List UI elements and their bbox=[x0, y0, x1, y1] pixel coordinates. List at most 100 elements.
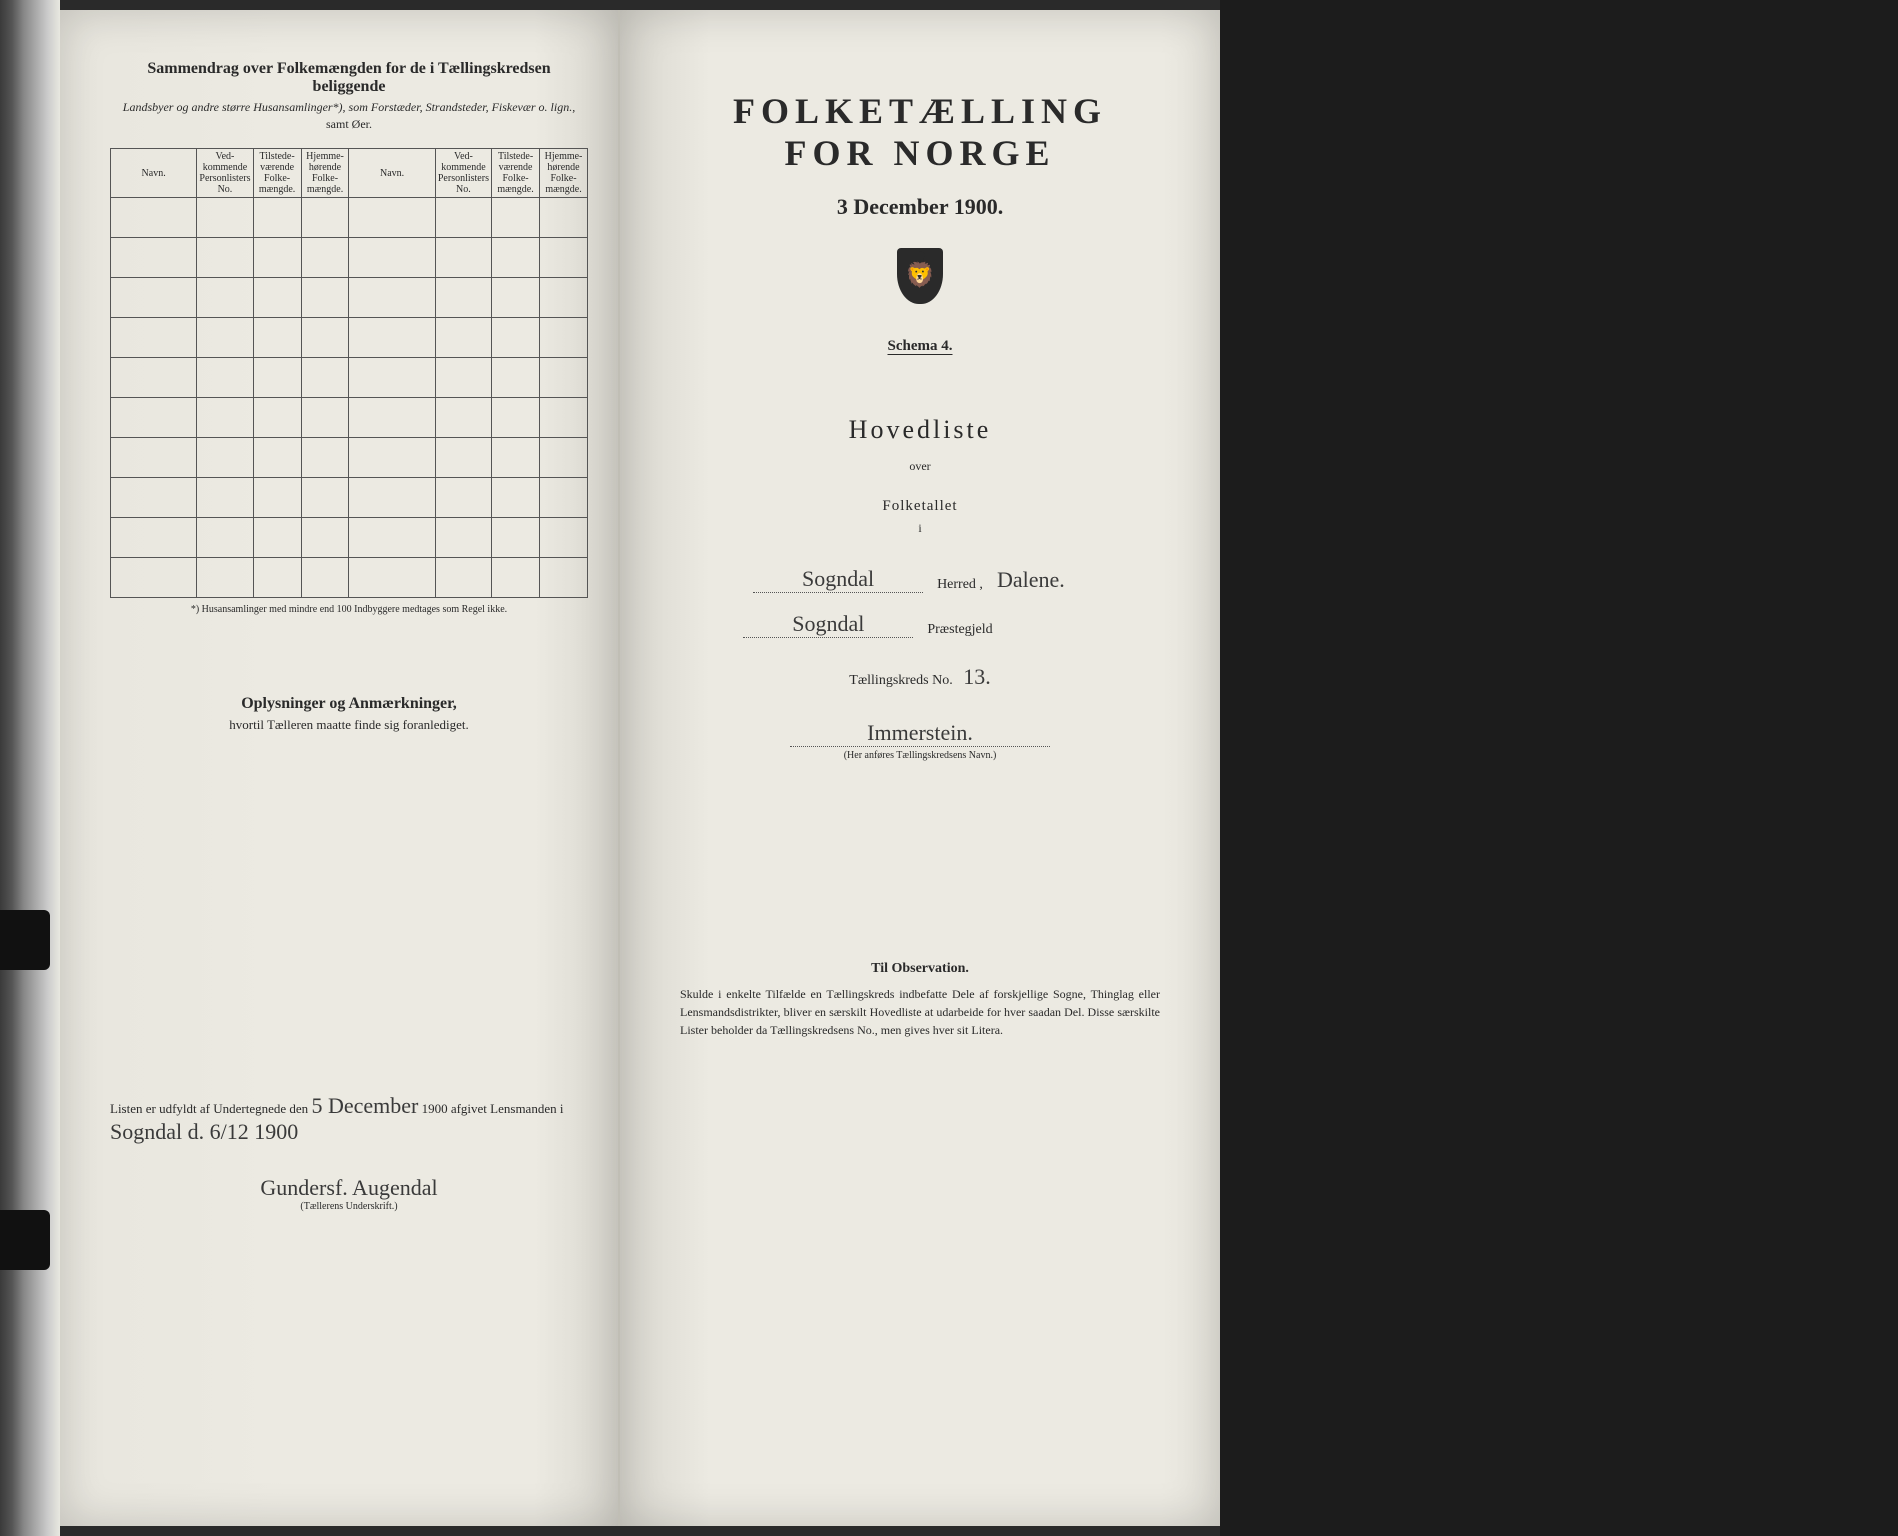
census-title: FOLKETÆLLING FOR NORGE bbox=[680, 90, 1160, 174]
table-cell bbox=[253, 478, 301, 518]
table-cell bbox=[540, 358, 588, 398]
table-cell bbox=[253, 238, 301, 278]
table-cell bbox=[349, 398, 435, 438]
table-cell bbox=[111, 358, 197, 398]
table-cell bbox=[349, 198, 435, 238]
table-cell bbox=[301, 558, 349, 598]
table-cell bbox=[540, 398, 588, 438]
schema-label: Schema 4. bbox=[680, 338, 1160, 355]
hovedliste-heading: Hovedliste bbox=[680, 415, 1160, 445]
table-cell bbox=[349, 318, 435, 358]
table-cell bbox=[253, 318, 301, 358]
table-cell bbox=[253, 358, 301, 398]
observation-body: Skulde i enkelte Tilfælde en Tællingskre… bbox=[680, 985, 1160, 1039]
left-subtitle-2: samt Øer. bbox=[110, 117, 588, 132]
th-persno-2: Ved-kommende Personlisters No. bbox=[435, 149, 491, 198]
table-row bbox=[111, 238, 588, 278]
table-cell bbox=[197, 558, 253, 598]
table-cell bbox=[492, 238, 540, 278]
table-cell bbox=[435, 518, 491, 558]
table-cell bbox=[253, 518, 301, 558]
table-cell bbox=[435, 398, 491, 438]
table-row bbox=[111, 278, 588, 318]
signature-handwritten: Gundersf. Augendal bbox=[260, 1175, 437, 1200]
table-cell bbox=[349, 438, 435, 478]
table-cell bbox=[492, 438, 540, 478]
table-row bbox=[111, 558, 588, 598]
th-hjem-2: Hjemme-hørende Folke-mængde. bbox=[540, 149, 588, 198]
binder-clip bbox=[0, 1210, 50, 1270]
table-cell bbox=[301, 238, 349, 278]
table-cell bbox=[253, 558, 301, 598]
th-persno-1: Ved-kommende Personlisters No. bbox=[197, 149, 253, 198]
table-cell bbox=[435, 438, 491, 478]
table-cell bbox=[111, 518, 197, 558]
table-cell bbox=[435, 358, 491, 398]
left-title-bold: Sammendrag over Folkemængden for de i Tæ… bbox=[147, 60, 550, 95]
table-cell bbox=[301, 398, 349, 438]
herred-label: Herred , bbox=[937, 577, 983, 593]
table-cell bbox=[111, 318, 197, 358]
herred-value: Sogndal bbox=[753, 566, 923, 593]
table-cell bbox=[540, 478, 588, 518]
coat-of-arms-icon: ♔ 🦁 bbox=[892, 248, 948, 316]
table-cell bbox=[492, 558, 540, 598]
oplysninger-header: Oplysninger og Anmærkninger, bbox=[110, 695, 588, 713]
table-cell bbox=[197, 278, 253, 318]
table-cell bbox=[111, 398, 197, 438]
i-label: i bbox=[680, 521, 1160, 536]
table-cell bbox=[111, 478, 197, 518]
table-cell bbox=[540, 278, 588, 318]
taellingskreds-name-block: Immerstein. (Her anføres Tællingskredsen… bbox=[680, 720, 1160, 761]
table-cell bbox=[111, 198, 197, 238]
taellingskreds-name-value: Immerstein. bbox=[790, 720, 1050, 747]
table-row bbox=[111, 198, 588, 238]
book-spread: Sammendrag over Folkemængden for de i Tæ… bbox=[0, 0, 1898, 1536]
table-cell bbox=[492, 478, 540, 518]
oplysninger-block: Oplysninger og Anmærkninger, hvortil Tæl… bbox=[110, 695, 588, 733]
lion-icon: 🦁 bbox=[905, 264, 935, 288]
table-cell bbox=[197, 478, 253, 518]
table-cell bbox=[349, 278, 435, 318]
table-cell bbox=[435, 278, 491, 318]
sig-prefix: Listen er udfyldt af Undertegnede den bbox=[110, 1101, 308, 1116]
taellingskreds-no-row: Tællingskreds No. 13. bbox=[680, 664, 1160, 690]
table-header-row: Navn. Ved-kommende Personlisters No. Til… bbox=[111, 149, 588, 198]
table-cell bbox=[435, 558, 491, 598]
praestegjeld-value: Sogndal bbox=[743, 611, 913, 638]
table-footnote: *) Husansamlinger med mindre end 100 Ind… bbox=[110, 604, 588, 615]
table-cell bbox=[540, 438, 588, 478]
table-cell bbox=[435, 478, 491, 518]
table-cell bbox=[540, 238, 588, 278]
table-cell bbox=[540, 198, 588, 238]
page-stack-edge bbox=[0, 0, 60, 1536]
binder-clip bbox=[0, 910, 50, 970]
taellingskreds-no-value: 13. bbox=[963, 664, 991, 689]
left-title: Sammendrag over Folkemængden for de i Tæ… bbox=[110, 60, 588, 96]
th-navn-1: Navn. bbox=[111, 149, 197, 198]
outer-dark-area bbox=[1220, 0, 1898, 1536]
praestegjeld-label: Præstegjeld bbox=[927, 622, 992, 638]
table-cell bbox=[253, 438, 301, 478]
table-cell bbox=[540, 518, 588, 558]
summary-table: Navn. Ved-kommende Personlisters No. Til… bbox=[110, 148, 588, 598]
th-hjem-1: Hjemme-hørende Folke-mængde. bbox=[301, 149, 349, 198]
table-cell bbox=[349, 518, 435, 558]
table-cell bbox=[253, 398, 301, 438]
table-cell bbox=[301, 438, 349, 478]
table-cell bbox=[301, 198, 349, 238]
signature-block: Listen er udfyldt af Undertegnede den 5 … bbox=[110, 1093, 588, 1212]
table-row bbox=[111, 518, 588, 558]
table-cell bbox=[301, 278, 349, 318]
table-cell bbox=[349, 558, 435, 598]
left-page: Sammendrag over Folkemængden for de i Tæ… bbox=[60, 10, 620, 1526]
table-cell bbox=[492, 358, 540, 398]
table-cell bbox=[197, 318, 253, 358]
right-page: FOLKETÆLLING FOR NORGE 3 December 1900. … bbox=[620, 10, 1220, 1526]
table-cell bbox=[349, 478, 435, 518]
table-cell bbox=[197, 438, 253, 478]
taellingskreds-no-label: Tællingskreds No. bbox=[849, 673, 952, 688]
herred-row: Sogndal Herred , Dalene. bbox=[680, 566, 1160, 593]
table-cell bbox=[435, 238, 491, 278]
table-cell bbox=[111, 438, 197, 478]
